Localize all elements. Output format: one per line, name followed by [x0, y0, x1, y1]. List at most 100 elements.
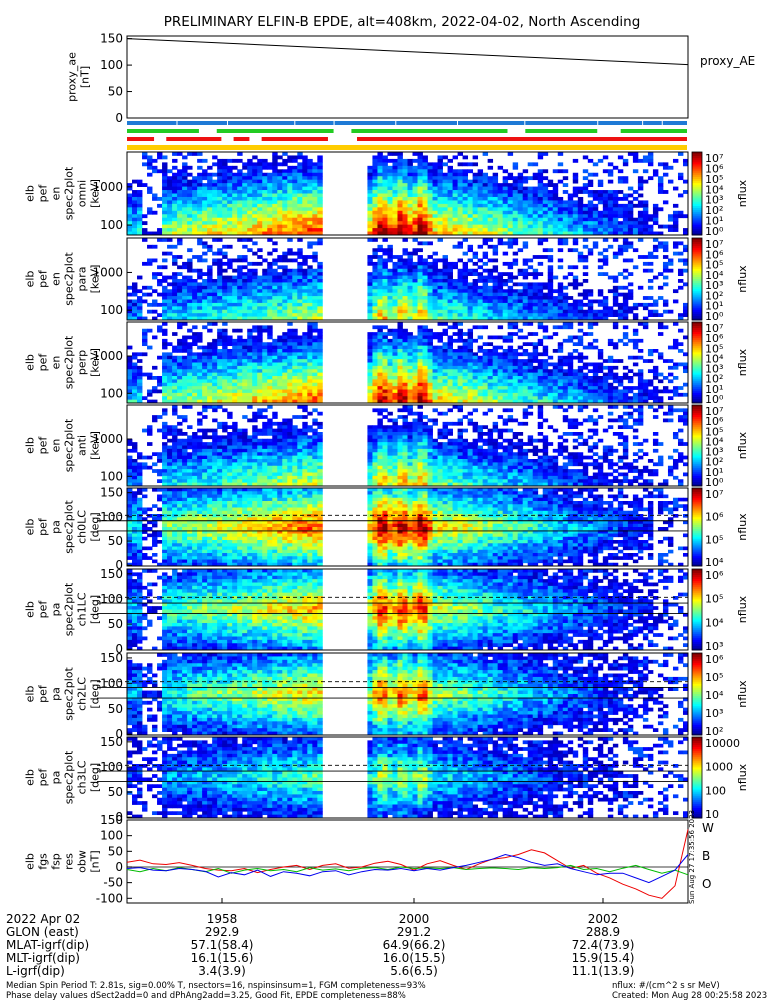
- omni_1-cell: [487, 224, 494, 229]
- omni_3-cell: [517, 372, 524, 377]
- omni_3-cell: [177, 355, 183, 360]
- omni_2-cell: [287, 292, 293, 297]
- omni_1-cell: [147, 162, 153, 167]
- omni_3-cell: [147, 392, 153, 397]
- omni_2-cell: [432, 265, 438, 270]
- omni_1-cell: [432, 228, 438, 232]
- omni_1-cell: [392, 217, 398, 222]
- omni_1-cell: [512, 193, 519, 198]
- omni_2-cell: [497, 302, 504, 307]
- omni_1-cell: [242, 231, 248, 236]
- omni_2-cell: [257, 285, 263, 290]
- omni_3-cell: [192, 355, 198, 360]
- omni_1-cell: [592, 162, 599, 167]
- omni_2-cell: [587, 313, 594, 317]
- omni_3-cell: [527, 332, 534, 336]
- omni_1-cell: [412, 214, 418, 219]
- omni_1-colorbar-step: [692, 174, 702, 178]
- omni_1-cell: [162, 165, 168, 170]
- omni_3-cell: [192, 396, 198, 401]
- omni_3-cell: [447, 382, 453, 387]
- omni_1-cell: [162, 183, 168, 187]
- omni_2-cell: [427, 279, 433, 283]
- omni_3-cell: [547, 362, 554, 367]
- omni_3-cell: [132, 389, 138, 394]
- omni_2-cell: [422, 302, 428, 307]
- omni_3-cell: [497, 355, 504, 360]
- omni_1-cell: [477, 221, 484, 226]
- omni_2-cell: [247, 268, 253, 273]
- omni_1-cell: [247, 196, 253, 201]
- omni_1-cell: [487, 183, 494, 187]
- omni_3-cell: [247, 362, 253, 367]
- omni_2-cell: [227, 289, 233, 294]
- omni_2-cell: [512, 238, 519, 242]
- omni_1-cell: [162, 217, 168, 222]
- omni_1-cell: [252, 155, 258, 160]
- omni_3-cell: [217, 396, 223, 401]
- omni_1-cell: [307, 210, 313, 215]
- omni_1-cell: [442, 224, 448, 229]
- omni_1-cell: [542, 152, 549, 156]
- omni_3-cell: [397, 365, 403, 370]
- omni_1-cell: [437, 158, 443, 163]
- omni_2-cell: [127, 302, 133, 307]
- omni_2-cell: [577, 282, 584, 287]
- omni_1-cell: [292, 210, 298, 215]
- omni_2-cell: [392, 268, 398, 273]
- omni_1-cell: [162, 221, 168, 226]
- omni_3-cell: [517, 345, 524, 350]
- omni_3-cell: [482, 396, 489, 401]
- omni_2-cell: [177, 313, 183, 317]
- omni_2-cell: [312, 272, 318, 276]
- omni_1-cell: [297, 193, 303, 198]
- omni_2-cell: [482, 241, 489, 246]
- omni_3-cell: [422, 345, 428, 350]
- omni_1-cell: [582, 231, 589, 236]
- omni_1-cell: [467, 207, 474, 212]
- omni_3-cell: [517, 386, 524, 390]
- omni_1-cell: [652, 217, 659, 222]
- omni_2-cell: [487, 302, 494, 307]
- omni_2-cell: [197, 285, 203, 290]
- omni_2-cell: [672, 289, 679, 294]
- omni_3-cell: [387, 382, 393, 387]
- omni_2-cell: [212, 302, 218, 307]
- omni_1-cell: [407, 193, 413, 198]
- omni_3-cell: [452, 399, 458, 404]
- omni_3-cell: [542, 349, 549, 353]
- omni_1-cell: [187, 179, 193, 184]
- omni_3-cell: [502, 386, 509, 390]
- omni_2-cell: [497, 238, 504, 242]
- omni_2-cell: [387, 306, 393, 311]
- omni_2-cell: [397, 275, 403, 280]
- omni_1-cell: [517, 200, 524, 205]
- omni_3-cell: [227, 338, 233, 343]
- omni_2-cell: [607, 306, 614, 311]
- omni_3-cell: [257, 335, 263, 340]
- omni_1-cell: [242, 228, 248, 232]
- omni_2-cell: [382, 306, 388, 311]
- omni_2-cell: [637, 302, 644, 307]
- omni_1-cell: [582, 169, 589, 174]
- omni_1-cell: [507, 186, 514, 191]
- omni_2-cell: [537, 261, 544, 266]
- omni_1-cell: [592, 221, 599, 226]
- omni_3-cell: [452, 372, 458, 377]
- omni_1-ylabel-4: omni: [76, 180, 89, 207]
- omni_2-cell: [127, 292, 133, 297]
- omni_1-cell: [412, 203, 418, 208]
- omni_2-cbtick-1: 10⁶: [705, 248, 724, 261]
- omni_1-cell: [622, 196, 629, 201]
- omni_1-cell: [622, 158, 629, 163]
- omni_3-cell: [482, 349, 489, 353]
- omni_2-ylabel-3: spec2plot: [63, 252, 76, 306]
- omni_3-cell: [312, 389, 318, 394]
- omni_3-cell: [257, 342, 263, 347]
- omni_3-cell: [432, 345, 438, 350]
- omni_1-cell: [597, 228, 604, 232]
- omni_3-cell: [222, 328, 228, 333]
- omni_3-cell: [282, 369, 288, 374]
- omni_2-cell: [517, 289, 524, 294]
- omni_2-colorbar-step: [692, 240, 702, 243]
